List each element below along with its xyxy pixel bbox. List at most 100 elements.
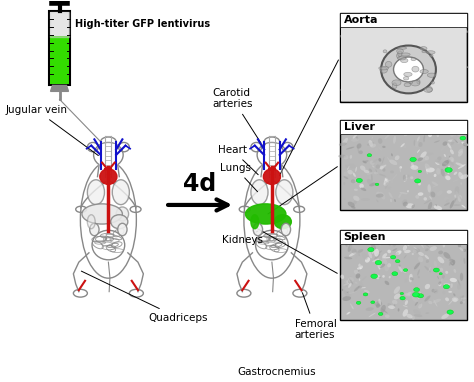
Ellipse shape bbox=[382, 257, 387, 264]
Ellipse shape bbox=[434, 205, 442, 210]
Ellipse shape bbox=[432, 181, 438, 186]
Ellipse shape bbox=[412, 26, 415, 30]
Ellipse shape bbox=[461, 138, 465, 146]
Ellipse shape bbox=[431, 134, 435, 140]
Ellipse shape bbox=[461, 62, 463, 67]
Ellipse shape bbox=[384, 281, 389, 285]
Text: Liver: Liver bbox=[344, 122, 374, 132]
Ellipse shape bbox=[387, 263, 391, 267]
Ellipse shape bbox=[428, 133, 432, 137]
Ellipse shape bbox=[378, 266, 380, 270]
Ellipse shape bbox=[427, 87, 432, 92]
Ellipse shape bbox=[382, 146, 386, 148]
Ellipse shape bbox=[354, 189, 358, 191]
Ellipse shape bbox=[415, 302, 418, 306]
Ellipse shape bbox=[462, 85, 465, 88]
Ellipse shape bbox=[90, 223, 99, 236]
Text: Carotid
arteries: Carotid arteries bbox=[212, 87, 261, 143]
Ellipse shape bbox=[428, 43, 431, 49]
Ellipse shape bbox=[374, 148, 379, 152]
Ellipse shape bbox=[433, 28, 438, 32]
Ellipse shape bbox=[375, 183, 379, 186]
Ellipse shape bbox=[364, 170, 369, 173]
Ellipse shape bbox=[451, 62, 453, 64]
Ellipse shape bbox=[415, 93, 421, 100]
Ellipse shape bbox=[443, 91, 446, 98]
Ellipse shape bbox=[389, 276, 391, 278]
Ellipse shape bbox=[414, 140, 415, 146]
Ellipse shape bbox=[409, 61, 412, 67]
Text: Kidneys: Kidneys bbox=[222, 231, 263, 245]
Ellipse shape bbox=[436, 85, 438, 89]
Ellipse shape bbox=[410, 274, 412, 280]
Ellipse shape bbox=[413, 314, 422, 317]
Ellipse shape bbox=[375, 169, 377, 175]
Ellipse shape bbox=[388, 62, 392, 66]
Ellipse shape bbox=[356, 167, 357, 172]
Ellipse shape bbox=[458, 149, 463, 154]
Ellipse shape bbox=[367, 50, 369, 56]
Ellipse shape bbox=[385, 182, 388, 189]
Ellipse shape bbox=[379, 174, 386, 177]
Ellipse shape bbox=[441, 314, 449, 319]
Ellipse shape bbox=[423, 48, 430, 51]
Ellipse shape bbox=[449, 261, 453, 265]
Ellipse shape bbox=[403, 245, 407, 251]
Ellipse shape bbox=[349, 163, 356, 168]
Ellipse shape bbox=[413, 25, 419, 28]
Ellipse shape bbox=[418, 60, 425, 64]
Ellipse shape bbox=[392, 300, 397, 304]
Ellipse shape bbox=[444, 283, 450, 286]
Polygon shape bbox=[102, 144, 115, 147]
Ellipse shape bbox=[365, 30, 369, 37]
Ellipse shape bbox=[390, 170, 394, 173]
Ellipse shape bbox=[448, 139, 456, 142]
Ellipse shape bbox=[401, 48, 409, 52]
Ellipse shape bbox=[359, 265, 363, 269]
Ellipse shape bbox=[349, 291, 357, 294]
Ellipse shape bbox=[463, 142, 467, 146]
Ellipse shape bbox=[461, 38, 464, 40]
Ellipse shape bbox=[445, 168, 452, 172]
Ellipse shape bbox=[348, 309, 356, 313]
Ellipse shape bbox=[363, 293, 368, 296]
Ellipse shape bbox=[445, 298, 449, 301]
Ellipse shape bbox=[445, 43, 449, 50]
Ellipse shape bbox=[392, 173, 398, 180]
Ellipse shape bbox=[452, 58, 455, 60]
Ellipse shape bbox=[359, 184, 364, 188]
Ellipse shape bbox=[351, 206, 356, 209]
Ellipse shape bbox=[394, 286, 400, 294]
Ellipse shape bbox=[441, 146, 446, 151]
Ellipse shape bbox=[359, 151, 363, 154]
Ellipse shape bbox=[403, 76, 408, 82]
Ellipse shape bbox=[400, 292, 403, 295]
Ellipse shape bbox=[372, 249, 375, 254]
FancyBboxPatch shape bbox=[340, 13, 467, 102]
Ellipse shape bbox=[401, 58, 405, 60]
Ellipse shape bbox=[447, 85, 456, 91]
Ellipse shape bbox=[425, 284, 430, 289]
Ellipse shape bbox=[444, 145, 450, 151]
Ellipse shape bbox=[363, 54, 367, 60]
Text: 4d: 4d bbox=[183, 172, 217, 196]
Ellipse shape bbox=[351, 47, 357, 54]
Ellipse shape bbox=[396, 83, 403, 85]
Ellipse shape bbox=[443, 257, 446, 259]
Ellipse shape bbox=[452, 297, 458, 301]
Ellipse shape bbox=[400, 64, 404, 71]
Ellipse shape bbox=[416, 65, 420, 70]
Ellipse shape bbox=[397, 53, 400, 58]
Ellipse shape bbox=[451, 158, 453, 162]
Ellipse shape bbox=[392, 243, 396, 246]
Ellipse shape bbox=[353, 134, 357, 139]
Ellipse shape bbox=[428, 202, 432, 210]
Text: Lungs: Lungs bbox=[220, 163, 257, 192]
Ellipse shape bbox=[461, 142, 469, 146]
Ellipse shape bbox=[371, 243, 376, 251]
Ellipse shape bbox=[391, 256, 396, 259]
Ellipse shape bbox=[424, 137, 428, 140]
Ellipse shape bbox=[377, 260, 382, 268]
Ellipse shape bbox=[398, 266, 402, 272]
Ellipse shape bbox=[368, 251, 372, 258]
